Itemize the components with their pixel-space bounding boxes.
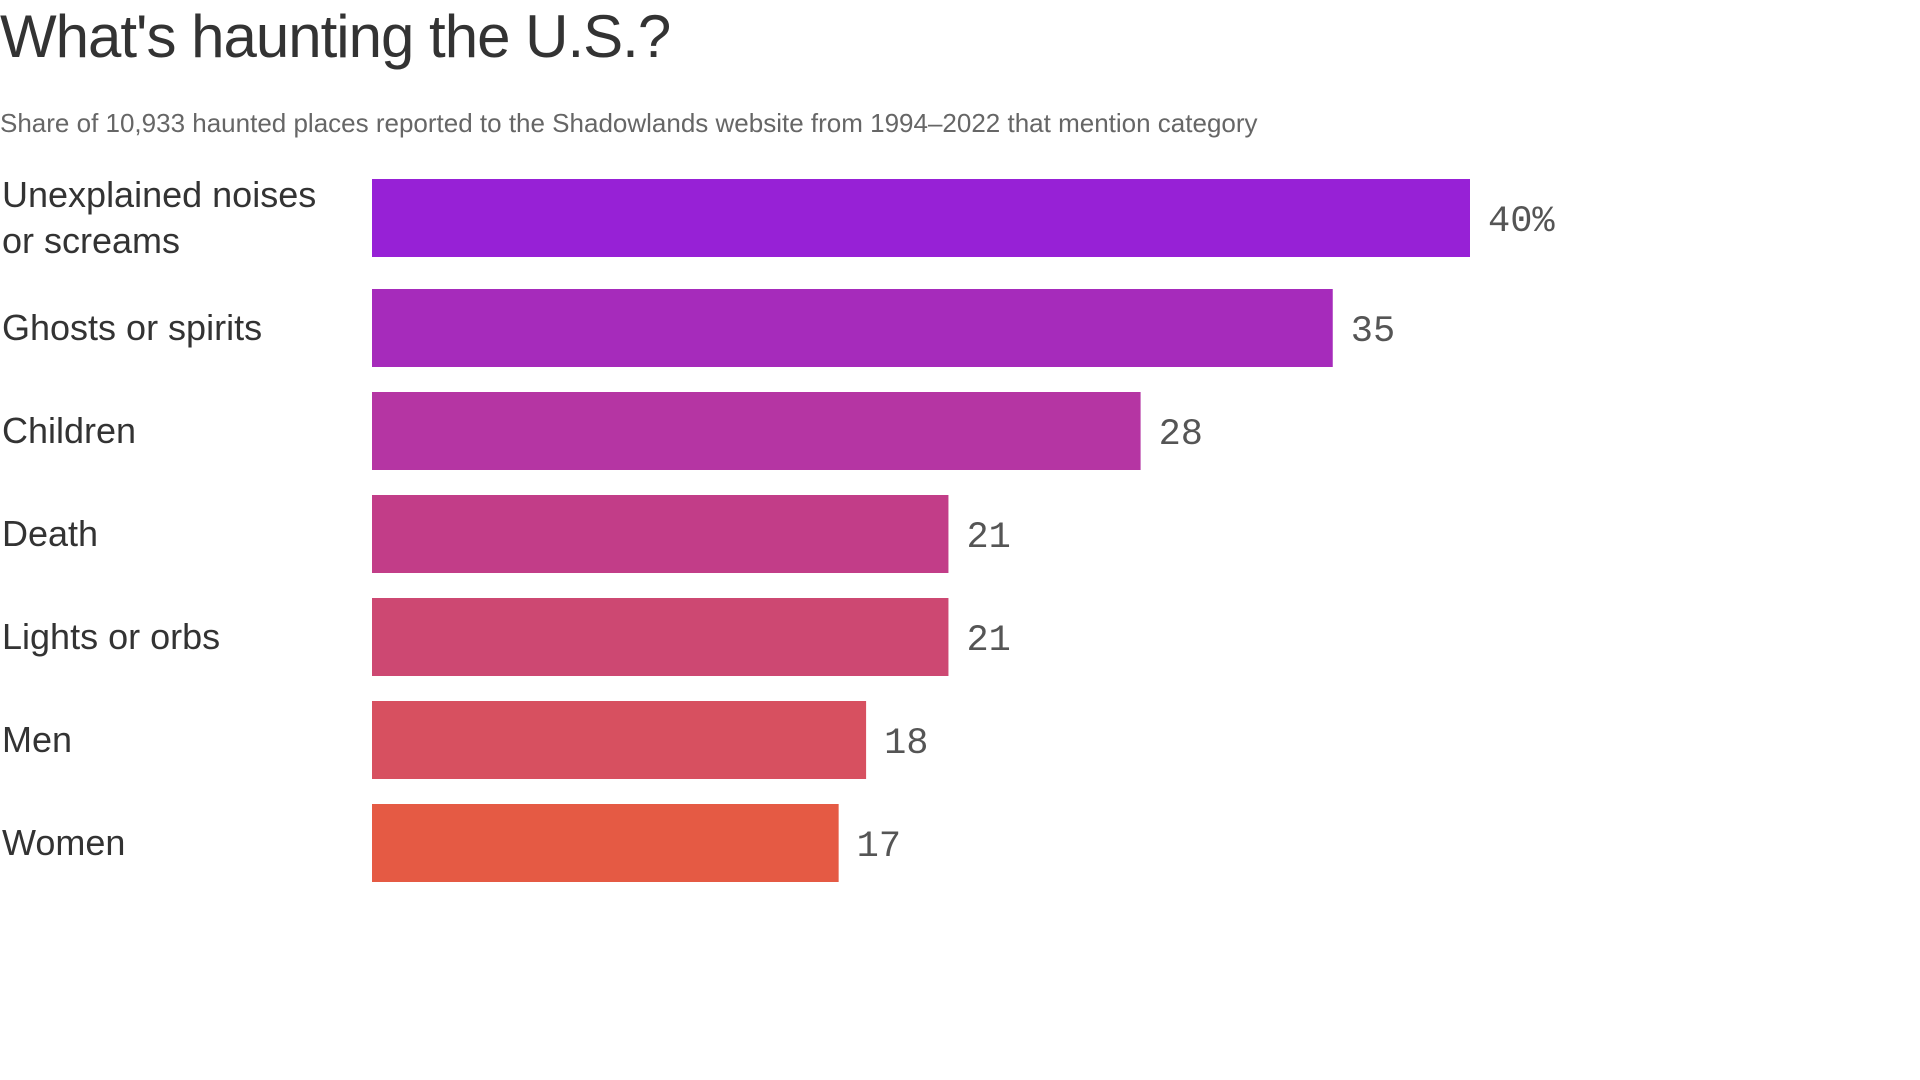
- bar-5: [372, 598, 949, 676]
- value-label: 17: [857, 826, 901, 868]
- value-label: 21: [966, 517, 1010, 559]
- category-label-line: Death: [2, 513, 98, 554]
- bar-1: [372, 179, 1470, 257]
- category-label: Children: [2, 410, 136, 451]
- category-label-line: Ghosts or spirits: [2, 307, 262, 348]
- category-label-line: Children: [2, 410, 136, 451]
- chart-title: What's haunting the U.S.?: [0, 3, 671, 70]
- chart-subtitle: Share of 10,933 haunted places reported …: [0, 108, 1258, 138]
- value-label: 28: [1159, 414, 1203, 456]
- category-label: Lights or orbs: [2, 616, 220, 657]
- bar-chart: Unexplained noises or screams 40% Ghosts or…: [2, 174, 1555, 882]
- category-label-line: Women: [2, 822, 125, 863]
- category-label-line: or screams: [2, 220, 180, 261]
- bar-3: [372, 392, 1141, 470]
- category-label: Unexplained noises or screams: [2, 174, 316, 261]
- category-label: Ghosts or spirits: [2, 307, 262, 348]
- bar-6: [372, 701, 867, 779]
- category-label: Death: [2, 513, 98, 554]
- category-label-line: Lights or orbs: [2, 616, 220, 657]
- category-label: Women: [2, 822, 125, 863]
- value-label: 18: [884, 723, 928, 765]
- category-label: Men: [2, 719, 72, 760]
- category-label-line: Men: [2, 719, 72, 760]
- category-label-line: Unexplained noises: [2, 174, 316, 215]
- value-label: 35: [1351, 311, 1395, 353]
- value-label: 40%: [1488, 201, 1555, 243]
- value-label: 21: [966, 620, 1010, 662]
- bar-2: [372, 289, 1333, 367]
- bar-4: [372, 495, 949, 573]
- bar-7: [372, 804, 839, 882]
